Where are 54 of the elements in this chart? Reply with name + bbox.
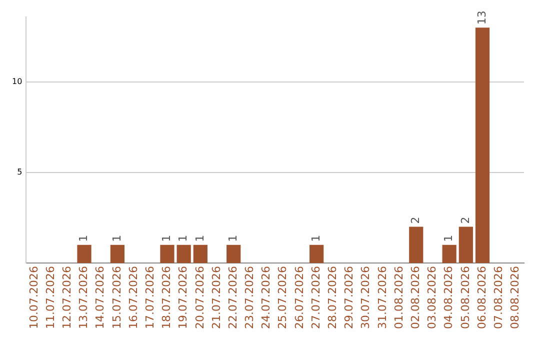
x-tick-label: 24.07.2026 (260, 266, 273, 330)
x-tick-label: 21.07.2026 (210, 266, 223, 330)
y-tick-label: 5 (17, 168, 22, 177)
data-label: 1 (226, 234, 240, 242)
x-tick-label: 27.07.2026 (309, 266, 322, 330)
x-tick-label: 03.08.2026 (426, 266, 439, 330)
x-tick-label: 29.07.2026 (342, 266, 356, 330)
bar (110, 244, 124, 264)
bar (226, 244, 241, 264)
x-tick-label: 14.07.2026 (94, 266, 107, 330)
x-tick-label: 06.08.2026 (475, 266, 488, 330)
bar (193, 244, 208, 264)
data-label: 2 (458, 216, 472, 224)
x-tick-label: 10.07.2026 (27, 266, 40, 330)
x-tick-label: 17.07.2026 (143, 266, 156, 330)
bar (442, 244, 456, 264)
bar (475, 28, 490, 264)
data-label: 1 (193, 234, 206, 242)
data-label: 1 (309, 234, 322, 242)
x-tick-label: 15.07.2026 (110, 266, 124, 330)
x-tick-label: 19.07.2026 (176, 266, 190, 330)
data-label: 1 (110, 234, 124, 242)
x-tick-label: 01.08.2026 (392, 266, 406, 330)
x-tick-label: 11.07.2026 (44, 266, 57, 330)
x-tick-label: 23.07.2026 (243, 266, 256, 330)
x-tick-label: 31.07.2026 (376, 266, 389, 330)
x-tick-label: 04.08.2026 (442, 266, 456, 330)
data-label: 1 (160, 234, 174, 242)
x-tick-label: 18.07.2026 (160, 266, 174, 330)
x-tick-label: 25.07.2026 (276, 266, 290, 330)
x-tick-label: 16.07.2026 (126, 266, 140, 330)
x-tick-label: 07.08.2026 (492, 266, 505, 330)
bar (160, 244, 174, 264)
data-label: 2 (408, 216, 422, 224)
x-tick-label: 13.07.2026 (77, 266, 90, 330)
x-tick-label: 28.07.2026 (326, 266, 340, 330)
x-tick-label: 22.07.2026 (226, 266, 240, 330)
x-tick-label: 20.07.2026 (193, 266, 206, 330)
x-tick-label: 12.07.2026 (60, 266, 74, 330)
data-label: 1 (176, 234, 190, 242)
bar (176, 244, 191, 264)
bar (409, 226, 424, 264)
y-tick-label: 10 (12, 77, 22, 86)
bar (310, 244, 324, 264)
x-tick-label: 02.08.2026 (408, 266, 422, 330)
data-label: 13 (475, 10, 488, 25)
data-label: 1 (442, 234, 456, 242)
bar (77, 244, 92, 264)
x-tick-label: 26.07.2026 (292, 266, 306, 330)
x-tick-label: 05.08.2026 (458, 266, 472, 330)
bar (458, 226, 473, 264)
x-tick-label: 08.08.2026 (508, 266, 522, 330)
data-label: 1 (77, 234, 90, 242)
x-tick-label: 30.07.2026 (359, 266, 372, 330)
